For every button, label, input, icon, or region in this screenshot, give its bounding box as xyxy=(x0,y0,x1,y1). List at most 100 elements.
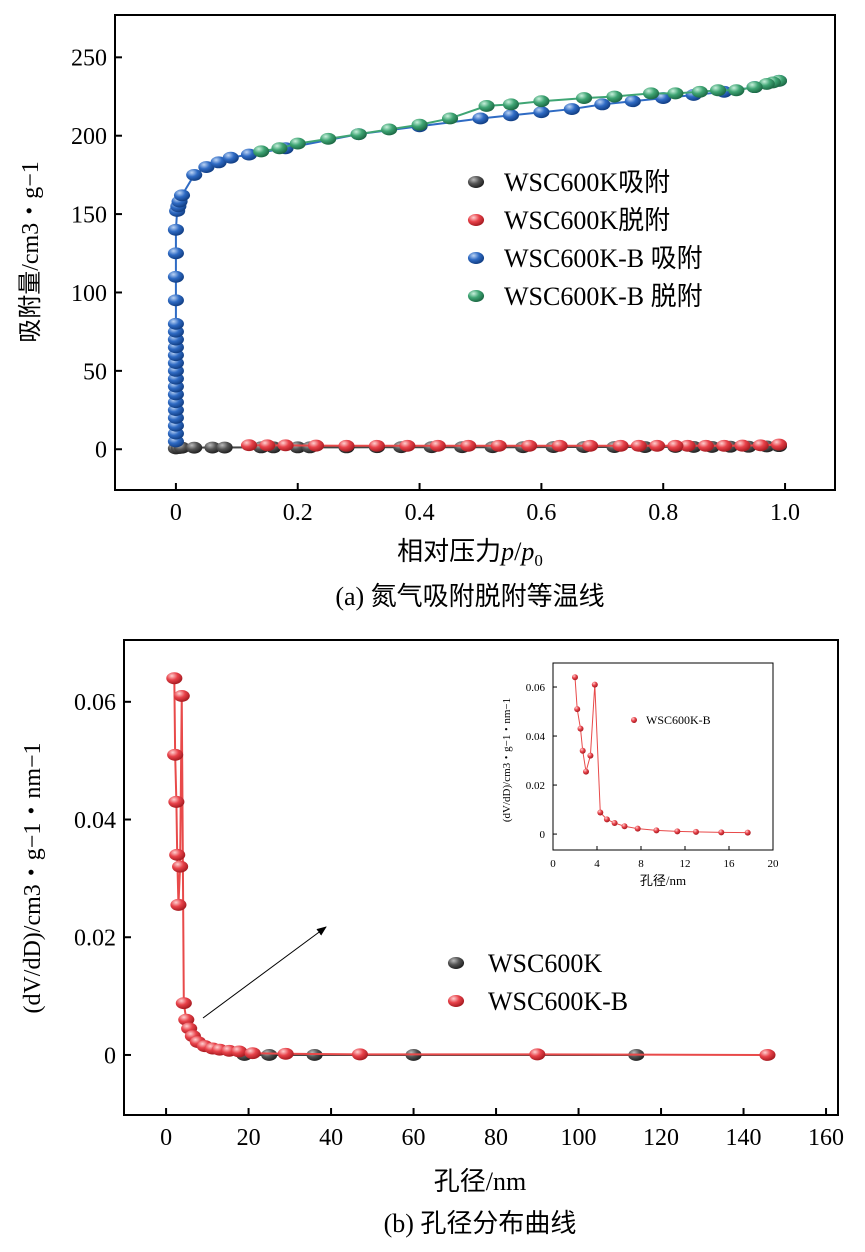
data-point xyxy=(167,748,184,761)
data-point xyxy=(734,439,751,452)
data-point xyxy=(167,270,184,283)
chart-b-caption: (b) 孔径分布曲线 xyxy=(384,1209,577,1238)
data-point xyxy=(551,439,568,452)
data-point xyxy=(529,1048,546,1061)
data-point xyxy=(630,439,647,452)
legend-marker xyxy=(467,252,485,264)
data-point xyxy=(591,681,598,688)
series-line xyxy=(261,79,780,153)
legend-label: WSC600K-B xyxy=(488,987,628,1016)
data-point xyxy=(574,706,581,713)
data-point xyxy=(693,828,699,835)
data-point xyxy=(770,438,788,451)
data-point xyxy=(478,99,495,112)
x-tick-label: 80 xyxy=(484,1125,508,1151)
data-point xyxy=(460,439,477,452)
chart-b-xlabel: 孔径/nm xyxy=(434,1167,526,1196)
data-point xyxy=(259,439,276,452)
y-tick-label: 200 xyxy=(71,124,107,150)
data-point xyxy=(441,112,459,125)
data-point xyxy=(490,439,507,452)
plot-frame xyxy=(123,639,839,1116)
y-tick-label: 50 xyxy=(83,359,107,385)
data-point xyxy=(173,689,190,702)
series-WSC600K-B xyxy=(166,672,776,1061)
data-point xyxy=(583,768,589,775)
data-point xyxy=(612,439,629,452)
data-point xyxy=(411,118,428,131)
y-tick-label: 0 xyxy=(104,1043,116,1069)
data-point xyxy=(186,441,203,454)
data-point xyxy=(649,439,666,452)
x-tick-label: 20 xyxy=(237,1125,261,1151)
data-point xyxy=(697,439,714,452)
data-point xyxy=(307,439,325,452)
data-point xyxy=(575,92,593,105)
y-tick-label: 0.06 xyxy=(74,690,116,716)
data-point xyxy=(338,439,355,452)
data-point xyxy=(758,78,775,90)
x-tick-label: 120 xyxy=(643,1125,679,1151)
chart-0: 0 0.2 0.4 0.6 0.8 1.0 0 50 100 150 200 250 WSC600K吸附… xyxy=(71,14,836,526)
data-point xyxy=(533,95,550,108)
data-point xyxy=(289,441,306,454)
data-point xyxy=(603,816,610,823)
chart-a-caption: (a) 氮气吸附脱附等温线 xyxy=(335,582,604,611)
chart-a-xlabel: 相对压力p/p0 xyxy=(397,537,543,570)
data-point xyxy=(594,98,611,111)
data-point xyxy=(653,827,660,834)
data-point xyxy=(399,439,416,452)
series-line xyxy=(574,677,748,834)
data-point xyxy=(261,1049,278,1061)
data-point xyxy=(240,148,258,161)
plot-frame xyxy=(114,14,836,491)
data-point xyxy=(231,1045,248,1058)
data-point xyxy=(289,137,306,150)
data-point xyxy=(655,92,672,105)
data-point xyxy=(587,752,594,759)
data-point xyxy=(351,1048,368,1061)
data-point xyxy=(429,439,446,452)
x-tick-label: 0.4 xyxy=(405,500,435,526)
x-tick-label: 12 xyxy=(680,858,691,870)
x-tick-label: 20 xyxy=(768,858,780,870)
legend-marker xyxy=(467,214,485,226)
x-tick-label: 1.0 xyxy=(770,500,800,526)
data-point xyxy=(277,439,294,452)
y-tick-label: 0.02 xyxy=(74,926,116,952)
data-point xyxy=(198,161,215,174)
data-point xyxy=(472,112,489,125)
y-tick-label: 0.06 xyxy=(526,682,546,694)
data-point xyxy=(350,128,367,141)
data-point xyxy=(634,825,641,832)
chart-b-ylabel: (dV/dD)/cm3・g−1・nm−1 xyxy=(20,742,46,1013)
data-point xyxy=(718,829,725,836)
data-point xyxy=(667,87,684,100)
series-WSC600K脱附 xyxy=(240,438,788,452)
data-point xyxy=(168,795,185,808)
data-point xyxy=(320,132,337,145)
x-tick-label: 16 xyxy=(724,858,736,870)
data-point xyxy=(216,441,233,454)
data-point xyxy=(204,441,221,454)
data-point xyxy=(577,725,584,732)
legend-marker xyxy=(631,717,637,723)
y-tick-label: 100 xyxy=(71,281,107,307)
data-point xyxy=(166,672,183,685)
data-point xyxy=(621,823,628,830)
y-tick-label: 0 xyxy=(540,829,546,841)
data-point xyxy=(611,820,618,827)
data-point xyxy=(167,223,184,236)
data-point xyxy=(752,439,769,452)
legend-label: WSC600K xyxy=(488,949,602,978)
y-tick-label: 150 xyxy=(71,202,107,228)
data-point xyxy=(679,439,696,452)
data-point xyxy=(572,674,578,681)
x-tick-label: 40 xyxy=(319,1125,343,1151)
inset-xlabel: 孔径/nm xyxy=(640,873,686,888)
data-point xyxy=(533,106,550,119)
legend-marker xyxy=(447,995,465,1007)
x-tick-label: 0.6 xyxy=(526,500,556,526)
